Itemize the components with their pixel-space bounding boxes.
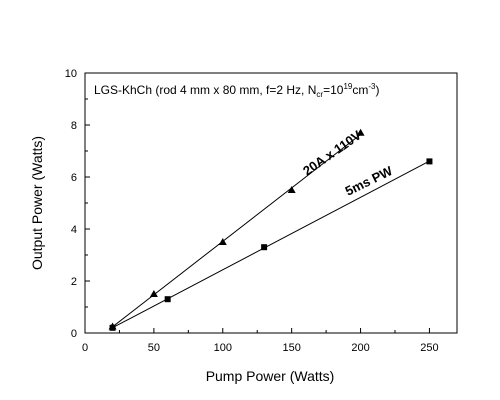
data-point-square: [164, 296, 171, 303]
data-point-square: [261, 244, 268, 251]
plot-frame: [84, 72, 458, 334]
annotation-subscript: cr: [316, 90, 323, 99]
series-label-20a-110v: 20A x 110V: [300, 127, 364, 178]
y-tick-label: 2: [71, 276, 77, 288]
y-tick-label: 8: [71, 120, 77, 132]
plot-area: [84, 72, 458, 334]
fit-line-series-1: [112, 160, 430, 329]
data-point-triangle: [149, 290, 158, 297]
axis-ticks: 0 50 100 150 200 250 0 2 4 6 8 10: [65, 68, 439, 354]
data-point-triangle: [356, 128, 365, 136]
y-tick-label: 0: [71, 328, 77, 340]
x-tick-label: 100: [214, 342, 232, 354]
data-point-square: [426, 158, 433, 165]
y-tick-label: 6: [71, 172, 77, 184]
annotation-unit: cm: [352, 83, 368, 97]
x-tick-label: 50: [148, 342, 160, 354]
x-axis-label: Pump Power (Watts): [206, 368, 335, 384]
x-tick-label: 200: [351, 342, 369, 354]
x-tick-label: 150: [282, 342, 300, 354]
x-tick-label: 0: [82, 342, 88, 354]
annotation-text: LGS-KhCh (rod 4 mm x 80 mm, f=2 Hz, Ncr=…: [94, 82, 379, 99]
annotation-superscript-exponent: 19: [343, 82, 352, 91]
y-tick-label: 4: [71, 224, 77, 236]
y-tick-label: 10: [65, 68, 77, 80]
annotation-middle: =10: [323, 83, 344, 97]
annotation-suffix: ): [375, 83, 379, 97]
data-points: [108, 128, 433, 331]
data-point-triangle: [218, 238, 227, 245]
data-point-triangle: [287, 186, 296, 193]
data-point-square: [109, 324, 116, 331]
x-tick-label: 250: [420, 342, 438, 354]
y-axis-label: Output Power (Watts): [29, 136, 45, 270]
fit-lines: [112, 134, 430, 329]
annotation-prefix: LGS-KhCh (rod 4 mm x 80 mm, f=2 Hz, N: [94, 83, 316, 97]
annotation-superscript-unit: -3: [368, 82, 376, 91]
